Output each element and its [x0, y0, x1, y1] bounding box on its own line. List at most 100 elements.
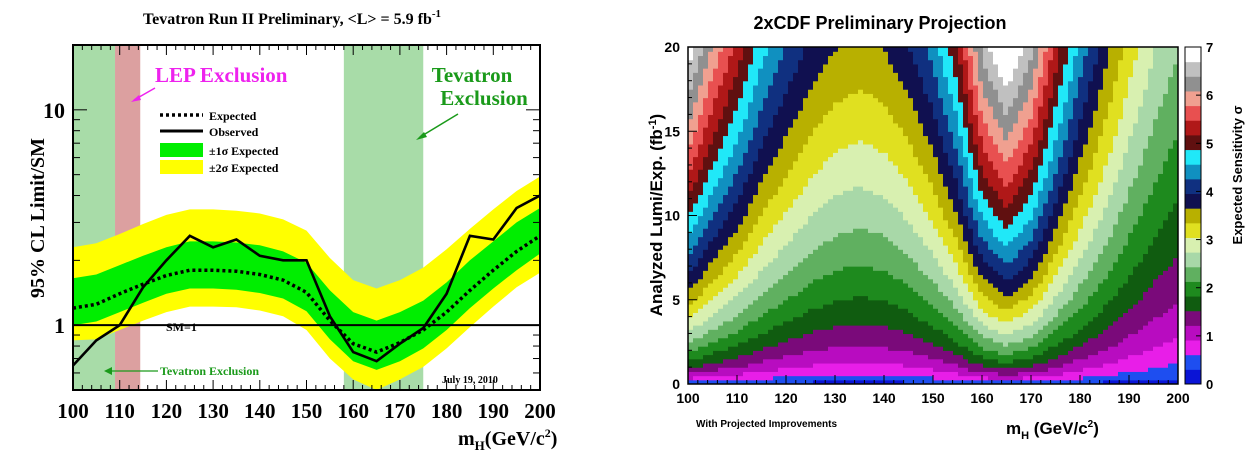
heatmap-cell: [713, 363, 719, 368]
heatmap-cell: [698, 203, 704, 208]
heatmap-cell: [913, 127, 919, 132]
heatmap-cell: [913, 376, 919, 381]
heatmap-cell: [793, 317, 799, 322]
heatmap-cell: [983, 186, 989, 191]
heatmap-cell: [908, 296, 914, 301]
heatmap-cell: [758, 81, 764, 86]
heatmap-cell: [733, 371, 739, 376]
heatmap-cell: [913, 237, 919, 242]
heatmap-cell: [918, 199, 924, 204]
heatmap-cell: [958, 127, 964, 132]
heatmap-cell: [708, 148, 714, 153]
heatmap-cell: [873, 287, 879, 292]
heatmap-cell: [708, 60, 714, 65]
heatmap-cell: [708, 173, 714, 178]
heatmap-cell: [853, 157, 859, 162]
heatmap-cell: [793, 287, 799, 292]
heatmap-cell: [868, 279, 874, 284]
heatmap-cell: [813, 312, 819, 317]
heatmap-cell: [878, 55, 884, 60]
heatmap-cell: [693, 64, 699, 69]
heatmap-cell: [943, 144, 949, 149]
heatmap-cell: [788, 321, 794, 326]
heatmap-cell: [793, 304, 799, 309]
heatmap-cell: [823, 131, 829, 136]
heatmap-cell: [698, 169, 704, 174]
x-tick-label: 180: [431, 399, 463, 423]
heatmap-cell: [893, 114, 899, 119]
heatmap-cell: [948, 279, 954, 284]
heatmap-cell: [838, 279, 844, 284]
heatmap-cell: [718, 68, 724, 73]
heatmap-cell: [978, 291, 984, 296]
heatmap-cell: [748, 72, 754, 77]
heatmap-cell: [743, 371, 749, 376]
heatmap-cell: [928, 123, 934, 128]
heatmap-cell: [898, 119, 904, 124]
heatmap-cell: [713, 186, 719, 191]
heatmap-cell: [733, 169, 739, 174]
heatmap-cell: [918, 157, 924, 162]
heatmap-cell: [938, 376, 944, 381]
heatmap-cell: [693, 376, 699, 381]
heatmap-cell: [983, 157, 989, 162]
heatmap-cell: [903, 258, 909, 263]
heatmap-cell: [778, 89, 784, 94]
heatmap-cell: [903, 367, 909, 372]
heatmap-cell: [978, 85, 984, 90]
heatmap-cell: [883, 102, 889, 107]
heatmap-cell: [968, 312, 974, 317]
heatmap-cell: [973, 127, 979, 132]
heatmap-cell: [768, 110, 774, 115]
heatmap-cell: [953, 211, 959, 216]
heatmap-cell: [938, 308, 944, 313]
heatmap-cell: [958, 249, 964, 254]
heatmap-cell: [898, 321, 904, 326]
heatmap-cell: [908, 81, 914, 86]
heatmap-cell: [743, 131, 749, 136]
heatmap-cell: [733, 186, 739, 191]
heatmap-cell: [853, 296, 859, 301]
heatmap-cell: [858, 127, 864, 132]
heatmap-cell: [923, 72, 929, 77]
heatmap-cell: [718, 55, 724, 60]
heatmap-cell: [733, 300, 739, 305]
heatmap-cell: [768, 241, 774, 246]
heatmap-cell: [788, 274, 794, 279]
heatmap-cell: [773, 287, 779, 292]
heatmap-cell: [858, 131, 864, 136]
heatmap-cell: [928, 279, 934, 284]
heatmap-cell: [838, 76, 844, 81]
heatmap-cell: [913, 283, 919, 288]
heatmap-cell: [848, 376, 854, 381]
heatmap-cell: [743, 342, 749, 347]
heatmap-cell: [893, 262, 899, 267]
heatmap-cell: [868, 350, 874, 355]
heatmap-cell: [883, 355, 889, 360]
heatmap-cell: [688, 287, 694, 292]
heatmap-cell: [888, 182, 894, 187]
heatmap-cell: [963, 60, 969, 65]
heatmap-cell: [763, 203, 769, 208]
heatmap-cell: [943, 157, 949, 162]
heatmap-cell: [888, 194, 894, 199]
heatmap-cell: [913, 55, 919, 60]
heatmap-cell: [848, 182, 854, 187]
heatmap-cell: [883, 152, 889, 157]
heatmap-cell: [828, 148, 834, 153]
heatmap-cell: [863, 194, 869, 199]
heatmap-cell: [908, 199, 914, 204]
heatmap-cell: [928, 165, 934, 170]
heatmap-cell: [833, 207, 839, 212]
heatmap-cell: [803, 72, 809, 77]
heatmap-cell: [818, 119, 824, 124]
heatmap-cell: [813, 152, 819, 157]
heatmap-cell: [728, 296, 734, 301]
heatmap-cell: [843, 203, 849, 208]
heatmap-cell: [908, 262, 914, 267]
heatmap-cell: [708, 169, 714, 174]
heatmap-cell: [978, 312, 984, 317]
heatmap-cell: [963, 270, 969, 275]
heatmap-cell: [733, 110, 739, 115]
heatmap-cell: [738, 224, 744, 229]
